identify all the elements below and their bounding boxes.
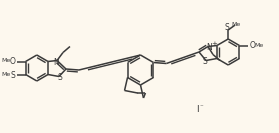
- Text: S: S: [225, 22, 230, 32]
- Text: I: I: [196, 105, 199, 113]
- Text: Me: Me: [1, 59, 10, 63]
- Text: N: N: [206, 43, 212, 51]
- Text: S: S: [58, 74, 62, 82]
- Text: N: N: [54, 58, 59, 67]
- Text: Me: Me: [232, 22, 241, 26]
- Text: O: O: [10, 57, 16, 66]
- Text: +: +: [211, 41, 217, 47]
- Text: Me: Me: [1, 72, 10, 78]
- Text: Me: Me: [255, 43, 264, 48]
- Text: O: O: [249, 41, 255, 50]
- Text: ⁻: ⁻: [199, 104, 203, 110]
- Text: S: S: [10, 70, 15, 80]
- Text: S: S: [203, 57, 207, 66]
